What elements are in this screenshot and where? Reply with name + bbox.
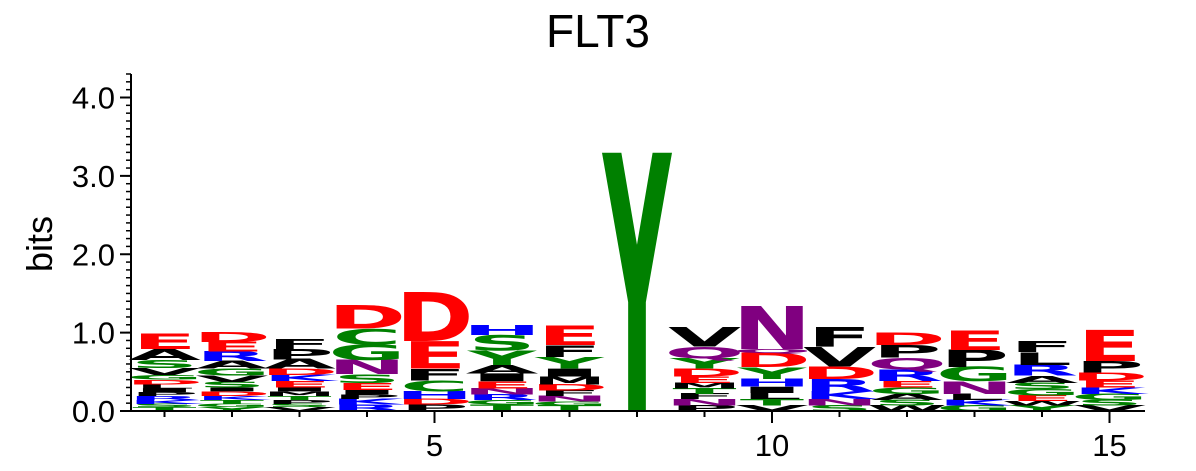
residue-E-pos-13: E [942, 325, 1006, 356]
y-tick-label: 0.0 [72, 394, 115, 429]
y-tick-label: 1.0 [72, 316, 115, 351]
residue-E-pos-7: E [537, 321, 601, 352]
residue-H-pos-6: H [463, 323, 542, 338]
x-tick-label: 15 [1092, 428, 1126, 463]
residue-D-pos-5: D [395, 280, 473, 358]
residue-D-pos-12: D [868, 329, 946, 349]
residue-F-pos-3: F [267, 337, 331, 352]
residue-F-pos-11: F [807, 322, 871, 353]
x-tick-label: 10 [755, 428, 789, 463]
y-tick-label: 2.0 [72, 237, 115, 272]
stack-position-7: TGNFDMIYFE [527, 321, 612, 413]
residue-D-pos-2: D [193, 330, 271, 345]
residue-N-pos-10: N [733, 294, 812, 363]
logo-stacks: TSKRPILDGVSAEYGTKDISVGAREDVSPTMIEKDAPFRK… [122, 83, 1149, 471]
residue-E-pos-1: E [132, 330, 196, 355]
chart-title: FLT3 [546, 5, 650, 57]
residue-V-pos-9: V [668, 322, 741, 353]
residue-D-pos-4: D [328, 299, 406, 337]
residue-F-pos-14: F [1010, 338, 1074, 356]
y-tick-label: 4.0 [72, 81, 115, 116]
y-tick-label: 3.0 [72, 159, 115, 194]
residue-E-pos-15: E [1077, 322, 1141, 372]
y-axis-label: bits [19, 216, 60, 272]
x-tick-label: 5 [426, 428, 443, 463]
